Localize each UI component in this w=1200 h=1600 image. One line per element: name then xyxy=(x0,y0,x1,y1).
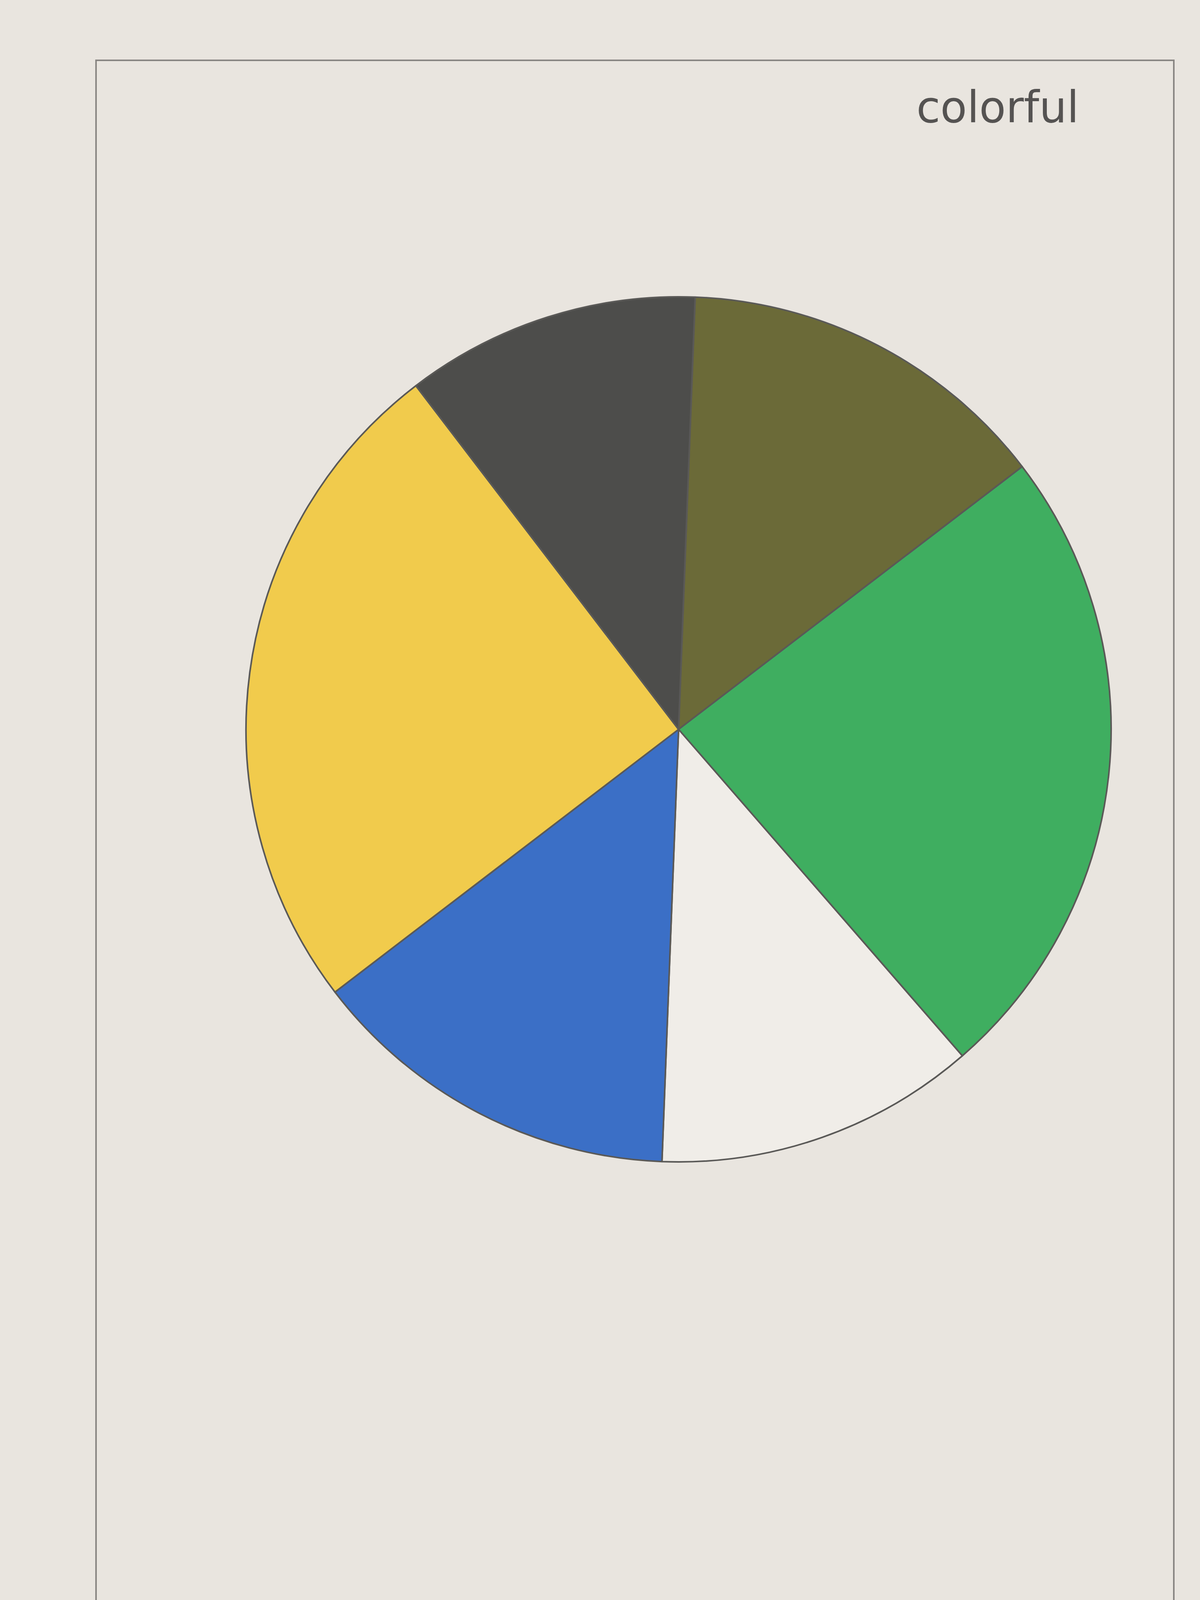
svg-text:colorful: colorful xyxy=(916,81,1079,133)
